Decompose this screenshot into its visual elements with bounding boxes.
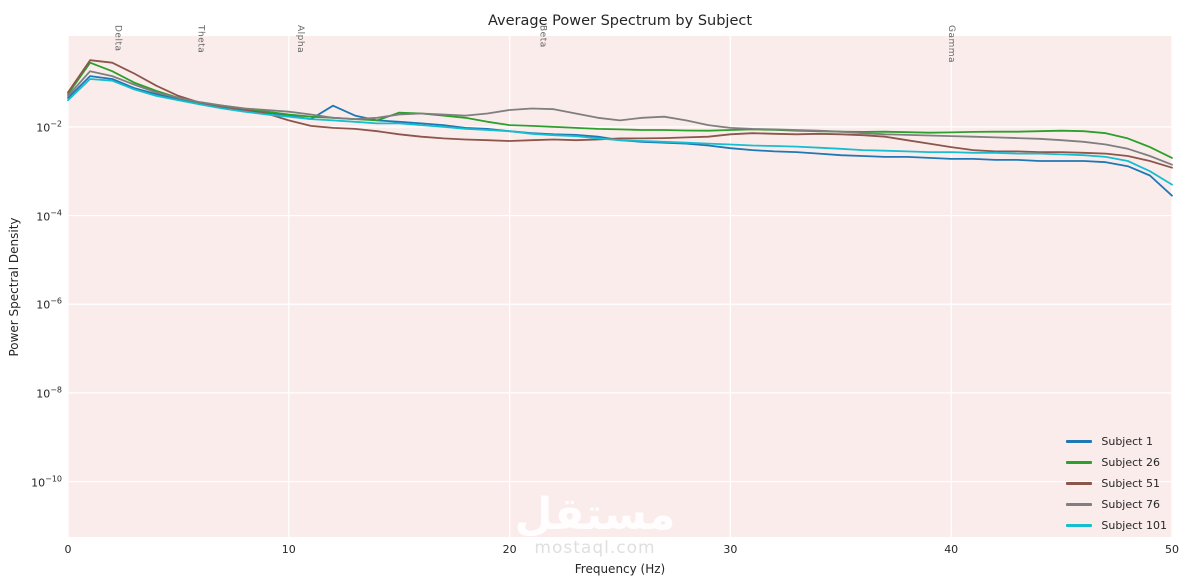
x-tick-label: 20: [502, 543, 517, 556]
x-axis-label: Frequency (Hz): [574, 562, 666, 576]
x-tick-label: 10: [281, 543, 296, 556]
legend-item-subject-26: Subject 26: [1066, 455, 1167, 469]
legend-swatch: [1066, 439, 1093, 443]
legend-swatch: [1066, 502, 1093, 506]
legend-item-subject-76: Subject 76: [1066, 497, 1167, 511]
legend-swatch: [1066, 481, 1093, 485]
y-tick-label: 10−4: [36, 208, 62, 223]
series-line-subject-76: [67, 70, 1173, 166]
y-tick-label: 10−6: [36, 296, 62, 312]
x-tick-label: 30: [723, 543, 738, 556]
legend-label: Subject 51: [1101, 476, 1160, 490]
legend-item-subject-1: Subject 1: [1066, 434, 1167, 448]
x-tick-label: 40: [944, 543, 959, 556]
legend-label: Subject 26: [1101, 455, 1160, 469]
y-tick-label: 10−2: [36, 119, 62, 135]
x-tick-label: 50: [1165, 543, 1179, 556]
series-line-subject-101: [67, 78, 1173, 186]
legend-label: Subject 76: [1101, 497, 1160, 511]
band-annotation-beta: Beta: [537, 25, 548, 48]
legend-swatch: [1066, 523, 1093, 527]
legend-label: Subject 1: [1101, 434, 1153, 448]
series-line-subject-51: [67, 59, 1173, 169]
legend-item-subject-101: Subject 101: [1066, 518, 1167, 532]
band-annotation-delta: Delta: [112, 25, 123, 52]
y-axis-label: Power Spectral Density: [7, 217, 21, 357]
plot-area: [68, 36, 1172, 537]
x-tick-label: 0: [64, 543, 72, 556]
legend: Subject 1 Subject 26 Subject 51 Subject 76 S…: [1066, 434, 1167, 532]
y-tick-label: 10−10: [31, 474, 62, 489]
band-annotation-alpha: Alpha: [294, 25, 305, 54]
legend-item-subject-51: Subject 51: [1066, 476, 1167, 490]
y-tick-label: 10−8: [36, 385, 62, 401]
chart-title: Average Power Spectrum by Subject: [487, 13, 753, 29]
legend-label: Subject 101: [1101, 518, 1167, 532]
band-annotation-theta: Theta: [195, 25, 206, 54]
band-annotation-gamma: Gamma: [946, 25, 957, 64]
legend-swatch: [1066, 460, 1093, 464]
